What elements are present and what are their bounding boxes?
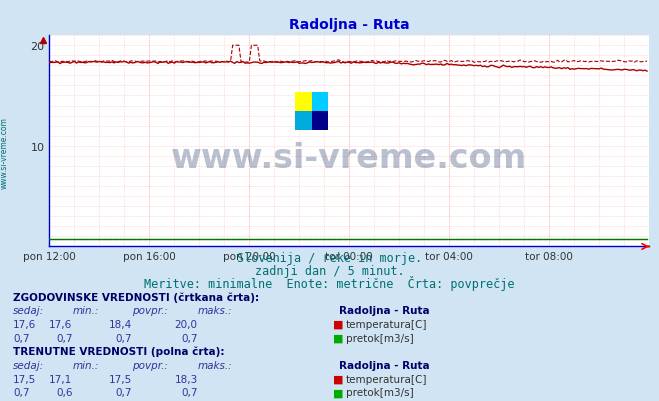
Text: min.:: min.: (72, 360, 99, 370)
Text: Slovenija / reke in morje.: Slovenija / reke in morje. (237, 251, 422, 264)
Text: min.:: min.: (72, 306, 99, 316)
Text: 0,7: 0,7 (115, 387, 132, 397)
Text: 0,7: 0,7 (181, 333, 198, 343)
Text: zadnji dan / 5 minut.: zadnji dan / 5 minut. (254, 264, 405, 277)
Text: Radoljna - Ruta: Radoljna - Ruta (339, 360, 430, 370)
Text: ■: ■ (333, 374, 343, 384)
Text: 18,4: 18,4 (109, 319, 132, 329)
Text: 0,7: 0,7 (56, 333, 72, 343)
Text: www.si-vreme.com: www.si-vreme.com (0, 117, 9, 188)
Text: www.si-vreme.com: www.si-vreme.com (171, 142, 527, 175)
Text: povpr.:: povpr.: (132, 360, 167, 370)
Text: TRENUTNE VREDNOSTI (polna črta):: TRENUTNE VREDNOSTI (polna črta): (13, 346, 225, 356)
Text: temperatura[C]: temperatura[C] (346, 319, 428, 329)
Text: ■: ■ (333, 319, 343, 329)
Text: Radoljna - Ruta: Radoljna - Ruta (339, 306, 430, 316)
Text: ZGODOVINSKE VREDNOSTI (črtkana črta):: ZGODOVINSKE VREDNOSTI (črtkana črta): (13, 292, 259, 302)
Text: 0,7: 0,7 (181, 387, 198, 397)
Text: ■: ■ (333, 387, 343, 397)
Text: pretok[m3/s]: pretok[m3/s] (346, 387, 414, 397)
Text: 0,7: 0,7 (13, 387, 30, 397)
FancyBboxPatch shape (295, 112, 312, 131)
Text: maks.:: maks.: (198, 306, 233, 316)
FancyBboxPatch shape (312, 93, 328, 112)
Text: 17,5: 17,5 (13, 374, 36, 384)
FancyBboxPatch shape (312, 112, 328, 131)
Text: 0,7: 0,7 (13, 333, 30, 343)
Text: temperatura[C]: temperatura[C] (346, 374, 428, 384)
Text: pretok[m3/s]: pretok[m3/s] (346, 333, 414, 343)
Text: 0,6: 0,6 (56, 387, 72, 397)
Text: 17,5: 17,5 (109, 374, 132, 384)
Text: maks.:: maks.: (198, 360, 233, 370)
FancyBboxPatch shape (295, 93, 312, 112)
Text: sedaj:: sedaj: (13, 306, 44, 316)
Text: 0,7: 0,7 (115, 333, 132, 343)
Text: povpr.:: povpr.: (132, 306, 167, 316)
Text: 17,1: 17,1 (49, 374, 72, 384)
Text: sedaj:: sedaj: (13, 360, 44, 370)
Text: 17,6: 17,6 (13, 319, 36, 329)
Text: Meritve: minimalne  Enote: metrične  Črta: povprečje: Meritve: minimalne Enote: metrične Črta:… (144, 275, 515, 290)
Text: ■: ■ (333, 333, 343, 343)
Text: 18,3: 18,3 (175, 374, 198, 384)
Text: 17,6: 17,6 (49, 319, 72, 329)
Text: 20,0: 20,0 (175, 319, 198, 329)
Title: Radoljna - Ruta: Radoljna - Ruta (289, 18, 410, 32)
